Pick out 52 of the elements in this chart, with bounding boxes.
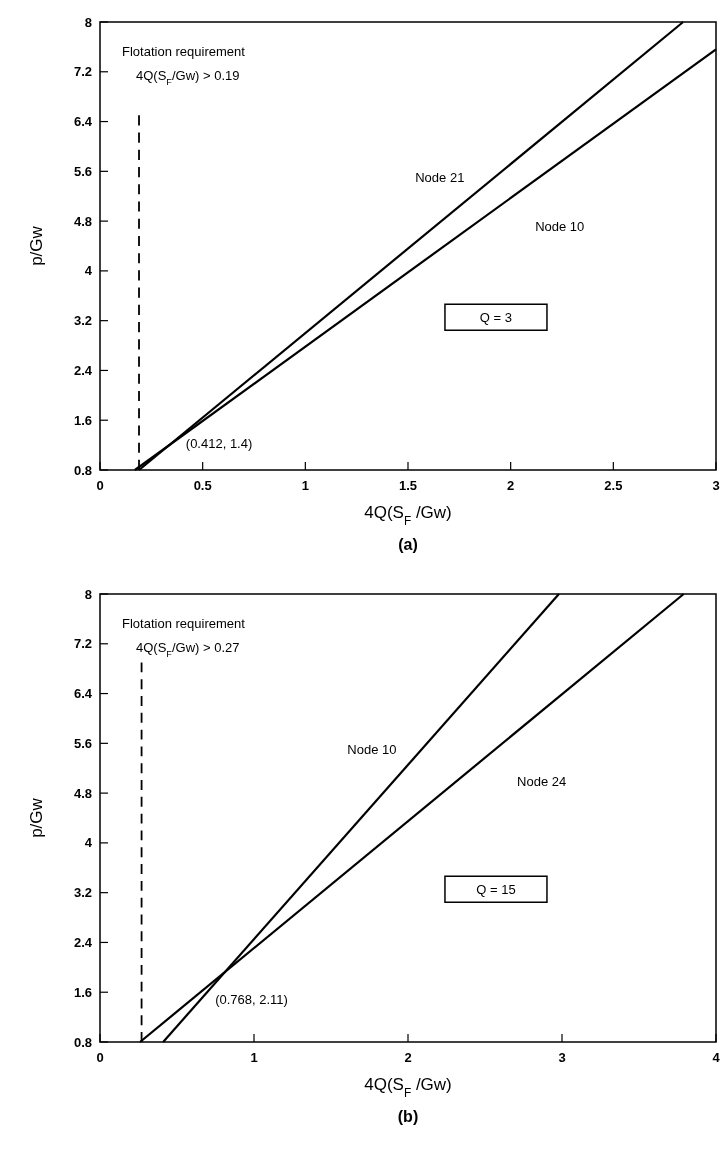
annotation: 4Q(S$_{F}$/Gw) > 0.27 (136, 640, 240, 659)
y-tick-label: 8 (84, 586, 92, 602)
annotation: Flotation requirement (122, 616, 246, 631)
x-tick-label: 0.5 (193, 478, 212, 493)
y-tick-label: 8 (84, 14, 92, 30)
x-axis-title: 4Q(S$_{F}$ /Gw) (364, 503, 452, 528)
y-tick-label: 5.6 (73, 735, 92, 751)
x-tick-label: 3 (712, 478, 720, 493)
annotation: (0.768, 2.11) (215, 992, 288, 1007)
series-label: Node 21 (415, 170, 465, 186)
x-tick-label: 0 (96, 1050, 104, 1065)
y-tick-label: 4.8 (73, 213, 92, 229)
y-tick-label: 2.4 (73, 934, 93, 950)
label-box: Q = 3 (444, 303, 548, 331)
annotation: (0.412, 1.4) (185, 436, 253, 451)
x-tick-label: 2 (507, 478, 515, 493)
annotation: 4Q(S$_{F}$/Gw) > 0.19 (136, 68, 240, 87)
label-box: Q = 15 (444, 875, 548, 903)
y-tick-label: 6.4 (73, 686, 93, 702)
y-axis-title: p/Gw (27, 797, 46, 838)
x-tick-label: 2.5 (604, 478, 623, 493)
y-tick-label: 7.2 (73, 636, 92, 652)
x-tick-label: 3 (558, 1050, 566, 1065)
y-tick-label: 1.6 (73, 412, 92, 428)
y-tick-label: 4.8 (73, 785, 92, 801)
text: (b) (397, 1108, 419, 1125)
y-tick-label: 7.2 (73, 64, 92, 80)
y-tick-label: 1.6 (73, 984, 92, 1000)
annotation: Flotation requirement (122, 44, 246, 59)
x-axis-title: 4Q(S$_{F}$ /Gw) (364, 1075, 452, 1100)
x-tick-label: 1 (250, 1050, 258, 1065)
y-tick-label: 4 (84, 263, 93, 279)
y-tick-label: 6.4 (73, 114, 93, 130)
annotation: Q = 15 (476, 882, 516, 898)
y-tick-label: 4 (84, 835, 93, 851)
y-tick-label: 0.8 (73, 462, 92, 478)
annotation: Q = 3 (479, 310, 513, 326)
series-label: Node 10 (347, 742, 397, 758)
y-tick-label: 3.2 (73, 313, 92, 329)
x-tick-label: 1 (301, 478, 309, 493)
x-tick-label: 4 (712, 1050, 721, 1065)
y-axis-title: p/Gw (27, 225, 46, 266)
text: Node 10 (535, 219, 585, 235)
y-tick-label: 5.6 (73, 163, 92, 179)
text: Node 24 (517, 774, 567, 790)
x-tick-label: 0 (96, 478, 104, 493)
x-tick-label: 2 (404, 1050, 412, 1065)
y-tick-label: 3.2 (73, 885, 92, 901)
y-tick-label: 2.4 (73, 362, 93, 378)
text: (a) (398, 536, 418, 553)
x-tick-label: 1.5 (398, 478, 418, 493)
y-tick-label: 0.8 (73, 1034, 92, 1050)
